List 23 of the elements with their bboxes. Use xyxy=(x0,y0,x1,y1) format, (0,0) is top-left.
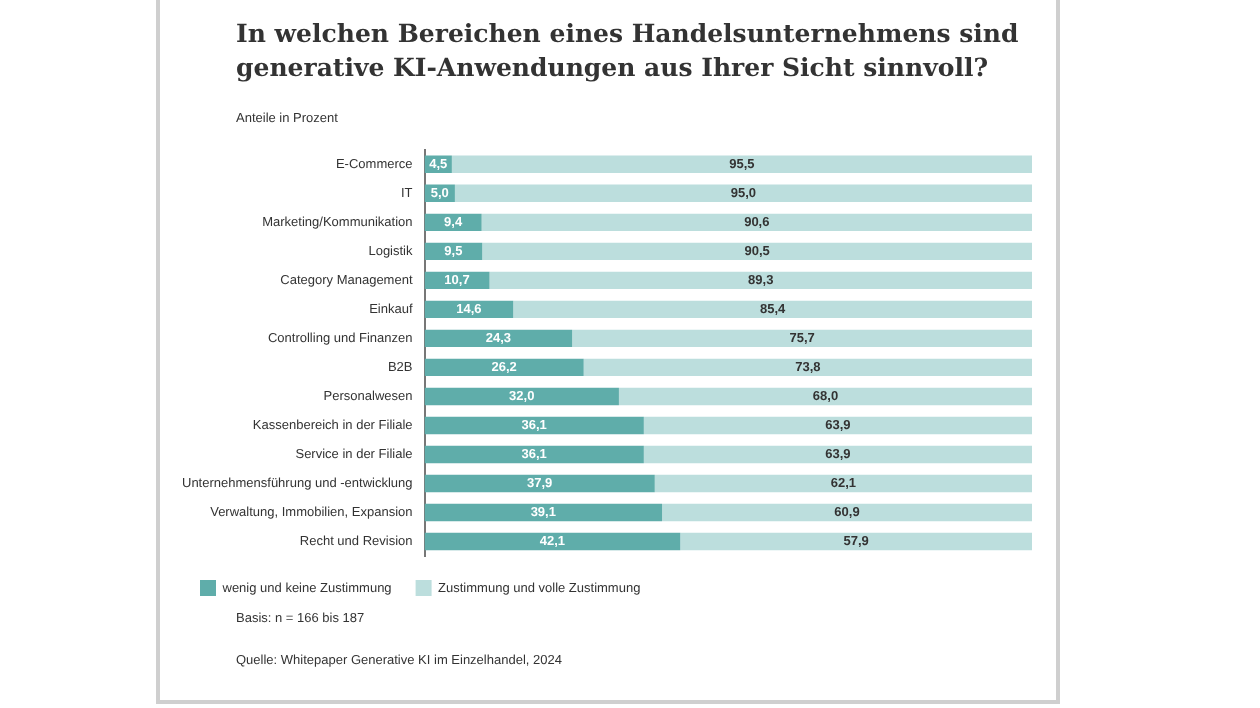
bar xyxy=(424,416,644,435)
bar xyxy=(454,184,1032,203)
bar xyxy=(572,329,1032,348)
chart-title: In welchen Bereichen eines Handelsunternehmens sind generative KI-Anwendungen aus Ihrer Sicht sinnvoll? xyxy=(236,16,1021,84)
bar xyxy=(451,155,1032,174)
bar xyxy=(424,474,655,493)
bar xyxy=(481,213,1032,232)
bar xyxy=(654,474,1032,493)
bar xyxy=(643,416,1032,435)
bar xyxy=(662,503,1032,522)
bar xyxy=(424,358,584,377)
bar xyxy=(424,532,681,551)
bar xyxy=(618,387,1032,406)
bar xyxy=(482,242,1032,261)
bar xyxy=(643,445,1032,464)
bar xyxy=(424,387,619,406)
bar xyxy=(424,503,663,522)
bar xyxy=(513,300,1032,319)
bar xyxy=(424,445,644,464)
bar xyxy=(489,271,1032,290)
bar xyxy=(680,532,1032,551)
bar xyxy=(424,329,573,348)
bar xyxy=(583,358,1032,377)
